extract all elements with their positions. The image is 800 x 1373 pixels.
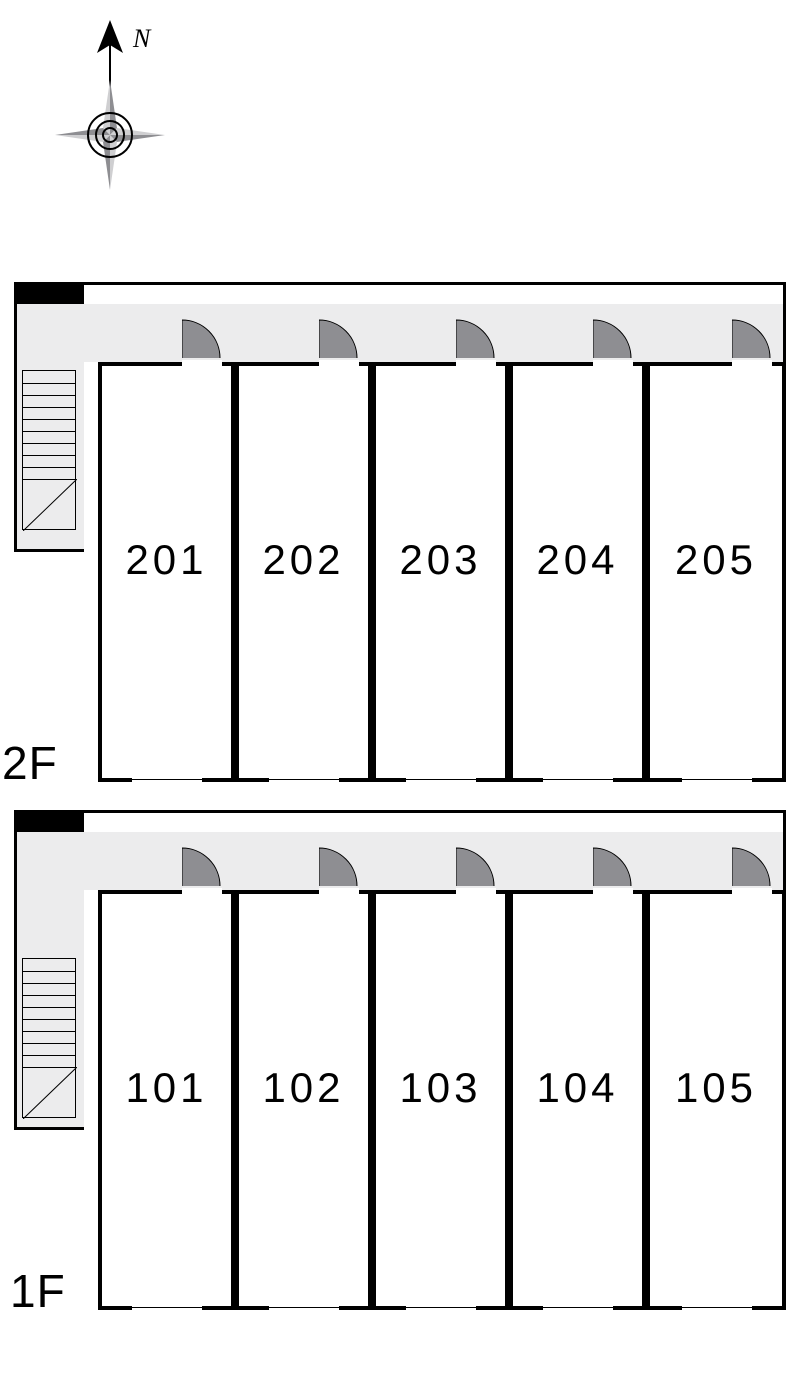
corridor-2f: [14, 304, 786, 362]
room-label: 102: [239, 1064, 368, 1112]
room-101: 101: [98, 890, 235, 1310]
stairs-1f: [22, 958, 76, 1118]
compass-n-label: N: [132, 24, 152, 53]
north-arrow-icon: N: [97, 20, 152, 93]
floor-1f: 101 102 103 104 105: [14, 810, 786, 1310]
outer-left: [14, 282, 17, 552]
floor-label-1f: 1F: [10, 1264, 66, 1318]
compass: N: [35, 15, 185, 215]
room-202: 202: [235, 362, 372, 782]
wall-tab-1f: [14, 810, 84, 832]
outer-left-bottom: [14, 1127, 84, 1130]
stairs-2f: [22, 370, 76, 530]
room-label: 103: [376, 1064, 505, 1112]
room-204: 204: [509, 362, 646, 782]
outer-left: [14, 810, 17, 1130]
floor-label-2f: 2F: [2, 736, 58, 790]
floor-2f: 201 202 203 204 205: [14, 282, 786, 782]
room-104: 104: [509, 890, 646, 1310]
corridor-1f: [14, 832, 786, 890]
room-203: 203: [372, 362, 509, 782]
compass-rose-icon: [55, 80, 165, 190]
outer-top: [14, 282, 786, 285]
room-label: 204: [513, 536, 642, 584]
room-label: 201: [102, 536, 231, 584]
outer-top: [14, 810, 786, 813]
outer-left-bottom: [14, 549, 84, 552]
room-label: 205: [650, 536, 782, 584]
room-label: 203: [376, 536, 505, 584]
wall-tab-2f: [14, 282, 84, 304]
room-label: 105: [650, 1064, 782, 1112]
room-103: 103: [372, 890, 509, 1310]
room-label: 104: [513, 1064, 642, 1112]
room-102: 102: [235, 890, 372, 1310]
room-201: 201: [98, 362, 235, 782]
room-label: 202: [239, 536, 368, 584]
room-105: 105: [646, 890, 786, 1310]
room-205: 205: [646, 362, 786, 782]
room-label: 101: [102, 1064, 231, 1112]
